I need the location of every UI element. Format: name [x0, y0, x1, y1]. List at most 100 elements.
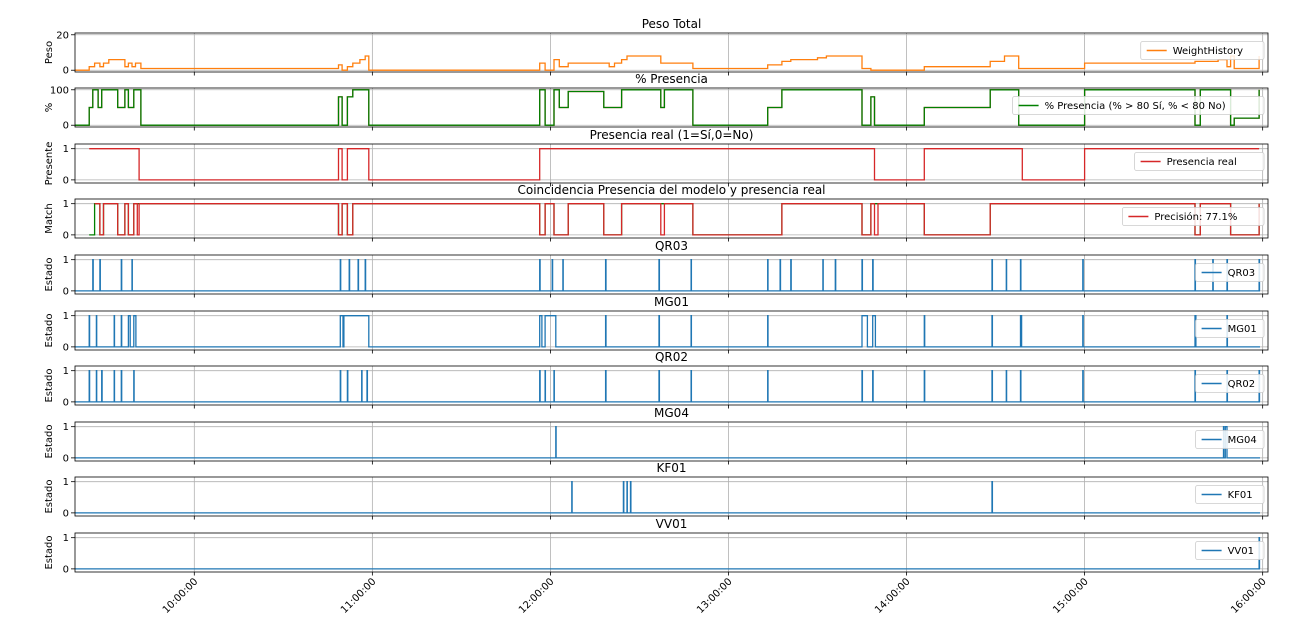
- panel-title: MG04: [654, 406, 689, 420]
- y-tick-label: 0: [63, 66, 69, 77]
- x-tick-label: 13:00:00: [695, 576, 735, 616]
- legend: KF01: [1195, 485, 1265, 504]
- axes-frame: [74, 87, 1269, 128]
- legend-label: VV01: [1228, 546, 1254, 557]
- legend: Precisión: 77.1%: [1122, 207, 1265, 226]
- legend-label: Presencia real: [1167, 157, 1237, 168]
- axes-frame: [74, 143, 1269, 184]
- y-tick-label: 0: [63, 230, 69, 241]
- panel-5: 0 1 MG01 Estado MG01: [44, 295, 1269, 354]
- panel-title: VV01: [656, 517, 688, 531]
- series-group: [75, 259, 1261, 292]
- series-group: [75, 537, 1261, 570]
- series-line-weighthistory: [75, 55, 1260, 71]
- legend-label: KF01: [1228, 490, 1253, 501]
- legend: MG04: [1195, 430, 1265, 449]
- y-axis-label: Peso: [44, 41, 55, 64]
- axes-frame: [74, 310, 1269, 351]
- y-tick-label: 1: [63, 422, 69, 433]
- series-line-precisi-n-77-1-: [94, 203, 1260, 236]
- y-axis-label: Estado: [44, 535, 55, 569]
- panel-title: QR02: [655, 350, 688, 364]
- legend-box: [1134, 152, 1265, 171]
- panel-title: % Presencia: [635, 72, 708, 86]
- legend-box: [1195, 263, 1265, 282]
- panel-7: 0 1 MG04 Estado MG04: [44, 406, 1269, 465]
- panel-3: 0 1 Coincidencia Presencia del modelo y pr…: [44, 183, 1269, 242]
- y-axis-label: %: [44, 103, 55, 113]
- y-axis-label: Estado: [44, 257, 55, 291]
- y-tick-label: 0: [63, 175, 69, 186]
- legend-box: [1012, 96, 1265, 115]
- legend: VV01: [1195, 541, 1265, 560]
- y-tick-label: 20: [56, 30, 69, 41]
- y-tick-label: 0: [63, 453, 69, 464]
- panel-9: 0 1 VV01 Estado VV01: [44, 517, 1269, 576]
- series-line-qr03: [75, 259, 1261, 292]
- x-tick-label: 10:00:00: [161, 576, 201, 616]
- series-group: [89, 148, 1260, 181]
- legend-box: [1195, 485, 1265, 504]
- legend: QR02: [1195, 374, 1265, 393]
- y-tick-label: 0: [63, 342, 69, 353]
- y-axis-label: Estado: [44, 368, 55, 402]
- legend-label: % Presencia (% > 80 Sí, % < 80 No): [1045, 100, 1226, 112]
- series-line-presencia-real: [89, 148, 1260, 181]
- y-tick-label: 0: [63, 121, 69, 132]
- y-tick-label: 0: [63, 564, 69, 575]
- series-group: [89, 203, 1260, 236]
- legend-label: MG04: [1228, 435, 1257, 446]
- axes-frame: [74, 198, 1269, 239]
- legend-label: Precisión: 77.1%: [1154, 211, 1237, 223]
- series-line-line-0: [89, 203, 1260, 236]
- panel-4: 0 1 QR03 Estado QR03: [44, 239, 1269, 298]
- x-tick-label: 12:00:00: [517, 576, 557, 616]
- legend-box: [1122, 207, 1265, 226]
- panel-title: Coincidencia Presencia del modelo y pres…: [517, 183, 825, 197]
- y-tick-label: 0: [63, 397, 69, 408]
- y-tick-label: 1: [63, 533, 69, 544]
- axes-frame: [74, 532, 1269, 573]
- y-tick-label: 100: [50, 85, 69, 96]
- panel-title: Peso Total: [642, 17, 702, 31]
- y-tick-label: 1: [63, 477, 69, 488]
- panel-title: Presencia real (1=Sí,0=No): [590, 128, 754, 142]
- axes-frame: [74, 421, 1269, 462]
- series-group: [75, 426, 1260, 459]
- legend: WeightHistory: [1140, 41, 1265, 60]
- y-axis-label: Estado: [44, 424, 55, 458]
- legend-box: [1195, 374, 1265, 393]
- legend-label: WeightHistory: [1173, 46, 1243, 57]
- series-group: [75, 55, 1260, 71]
- legend-box: [1195, 541, 1265, 560]
- panel-title: KF01: [656, 461, 686, 475]
- legend-box: [1195, 319, 1265, 338]
- x-tick-label: 11:00:00: [339, 576, 379, 616]
- series-line-kf01: [75, 481, 1260, 514]
- x-tick-label: 14:00:00: [873, 576, 913, 616]
- y-tick-label: 1: [63, 255, 69, 266]
- series-group: [75, 481, 1260, 514]
- series-line-vv01: [75, 537, 1261, 570]
- panel-0: 0 20 Peso Total Peso WeightHistory: [44, 17, 1269, 77]
- series-line-qr02: [75, 370, 1261, 403]
- series-line-mg01: [75, 315, 1260, 348]
- y-tick-label: 0: [63, 286, 69, 297]
- axes-frame: [74, 254, 1269, 295]
- x-tick-label: 16:00:00: [1229, 576, 1269, 616]
- series-line-mg04: [75, 426, 1260, 459]
- panel-8: 0 1 KF01 Estado KF01: [44, 461, 1269, 520]
- legend: Presencia real: [1134, 152, 1265, 171]
- legend: % Presencia (% > 80 Sí, % < 80 No): [1012, 96, 1265, 115]
- series-group: [75, 315, 1260, 348]
- y-tick-label: 1: [63, 311, 69, 322]
- x-tick-label: 15:00:00: [1051, 576, 1091, 616]
- y-axis-label: Presente: [44, 142, 55, 186]
- y-tick-label: 0: [63, 508, 69, 519]
- panel-title: MG01: [654, 295, 689, 309]
- legend-label: QR03: [1228, 268, 1256, 279]
- legend-label: QR02: [1228, 379, 1256, 390]
- series-group: [75, 370, 1261, 403]
- panel-1: 0 100 % Presencia% % Presencia (% > 80 Sí, …: [44, 72, 1269, 132]
